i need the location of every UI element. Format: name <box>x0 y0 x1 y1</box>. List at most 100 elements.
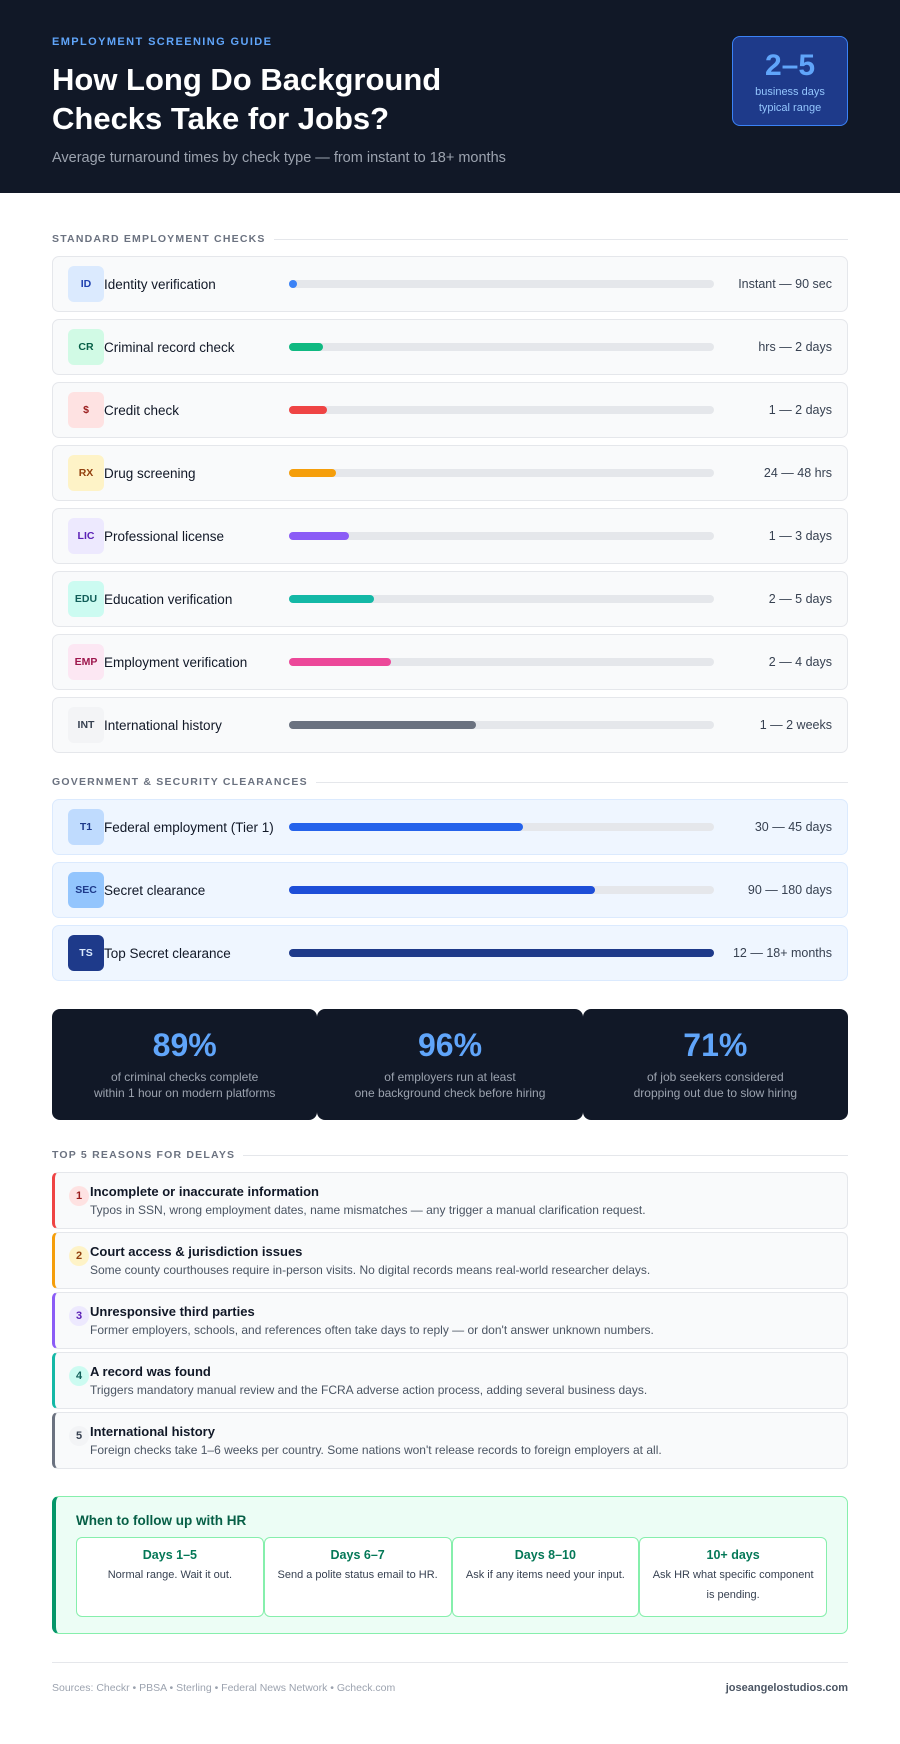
followup-text: Send a polite status email to HR. <box>277 1569 438 1581</box>
check-duration: 24 — 48 hrs <box>763 466 832 480</box>
check-duration: 30 — 45 days <box>754 820 832 834</box>
progress-fill <box>289 595 374 603</box>
section-divider <box>315 781 848 783</box>
reason-body: International history Foreign checks take… <box>90 1423 662 1468</box>
progress-track <box>289 469 714 477</box>
reason-description: Foreign checks take 1–6 weeks per countr… <box>90 1443 662 1457</box>
reason-title: Unresponsive third parties <box>90 1304 255 1319</box>
reason-item: 3 Unresponsive third parties Former employ… <box>52 1292 848 1349</box>
progress-track <box>289 280 714 288</box>
check-duration: 1 — 2 days <box>768 403 832 417</box>
stat-description: of job seekers considered dropping out du… <box>583 1069 848 1101</box>
reason-number-badge: 1 <box>69 1186 89 1206</box>
check-duration: 2 — 5 days <box>768 592 832 606</box>
check-code-icon: SEC <box>68 872 104 908</box>
check-row: T1 Federal employment (Tier 1) 30 — 45 day… <box>52 799 848 855</box>
reason-body: Unresponsive third parties Former employe… <box>90 1303 654 1348</box>
stat-card: 96% of employers run at least one backgrou… <box>317 1009 583 1120</box>
check-duration: hrs — 2 days <box>758 340 832 354</box>
section-standard-label: STANDARD EMPLOYMENT CHECKS <box>52 233 266 245</box>
progress-fill <box>289 469 336 477</box>
reason-description: Some county courthouses require in-perso… <box>90 1263 651 1277</box>
section-reasons-title: TOP 5 REASONS FOR DELAYS <box>52 1149 848 1161</box>
check-row: INT International history 1 — 2 weeks <box>52 697 848 753</box>
check-code-icon: LIC <box>68 518 104 554</box>
section-government-title: GOVERNMENT & SECURITY CLEARANCES <box>52 776 848 788</box>
check-code-icon: EDU <box>68 581 104 617</box>
progress-fill <box>289 823 523 831</box>
progress-track <box>289 658 714 666</box>
check-name: Employment verification <box>104 654 248 670</box>
footer-brand: joseangelostudios.com <box>725 1681 848 1694</box>
reason-body: A record was found Triggers mandatory man… <box>90 1363 647 1408</box>
check-row: EMP Employment verification 2 — 4 days <box>52 634 848 690</box>
stat-line1: of criminal checks complete <box>110 1070 259 1084</box>
check-row: EDU Education verification 2 — 5 days <box>52 571 848 627</box>
check-code-icon: RX <box>68 455 104 491</box>
progress-track <box>289 406 714 414</box>
followup-days: Days 8–10 <box>514 1548 576 1562</box>
badge-label-line2: typical range <box>758 102 822 114</box>
check-name: Secret clearance <box>104 882 206 898</box>
check-code-icon: T1 <box>68 809 104 845</box>
check-row: SEC Secret clearance 90 — 180 days <box>52 862 848 918</box>
check-name: Identity verification <box>104 276 216 292</box>
stat-value: 89% <box>152 1027 217 1063</box>
check-name: Top Secret clearance <box>104 945 231 961</box>
followup-days: Days 6–7 <box>330 1548 385 1562</box>
check-name: Criminal record check <box>104 339 235 355</box>
section-divider <box>273 238 848 240</box>
footer-sources: Sources: Checkr • PBSA • Sterling • Fede… <box>52 1681 396 1694</box>
check-row: ID Identity verification Instant — 90 sec <box>52 256 848 312</box>
reason-item: 5 International history Foreign checks tak… <box>52 1412 848 1469</box>
check-name: Credit check <box>104 402 180 418</box>
stat-description: of employers run at least one background … <box>317 1069 582 1101</box>
reason-body: Incomplete or inaccurate information Typo… <box>90 1183 646 1228</box>
progress-track <box>289 343 714 351</box>
progress-fill <box>289 886 595 894</box>
reason-item: 2 Court access & jurisdiction issues Some … <box>52 1232 848 1289</box>
progress-track <box>289 595 714 603</box>
reason-number-badge: 5 <box>69 1426 89 1446</box>
reason-title: Incomplete or inaccurate information <box>90 1184 319 1199</box>
reason-number-badge: 2 <box>69 1246 89 1266</box>
reason-description: Typos in SSN, wrong employment dates, na… <box>90 1203 646 1217</box>
reason-number-badge: 4 <box>69 1366 89 1386</box>
check-duration: 12 — 18+ months <box>732 946 832 960</box>
page-subtitle: Average turnaround times by check type —… <box>52 150 506 166</box>
progress-fill <box>289 532 349 540</box>
reason-title: Court access & jurisdiction issues <box>90 1244 303 1259</box>
section-government-label: GOVERNMENT & SECURITY CLEARANCES <box>52 776 308 788</box>
header-eyebrow: EMPLOYMENT SCREENING GUIDE <box>52 36 273 48</box>
check-name: Education verification <box>104 591 233 607</box>
check-name: Drug screening <box>104 465 196 481</box>
progress-track <box>289 823 714 831</box>
followup-days: Days 1–5 <box>142 1548 197 1562</box>
stat-line2: one background check before hiring <box>354 1086 546 1100</box>
followup-text: Ask if any items need your input. <box>465 1569 625 1581</box>
government-checks-list: T1 Federal employment (Tier 1) 30 — 45 day… <box>52 799 848 981</box>
check-name: Professional license <box>104 528 225 544</box>
progress-fill <box>289 721 476 729</box>
stat-value: 96% <box>417 1027 483 1063</box>
progress-track <box>289 532 714 540</box>
check-code-icon: TS <box>68 935 104 971</box>
check-duration: 2 — 4 days <box>768 655 832 669</box>
stat-card: 89% of criminal checks complete within 1 h… <box>52 1009 318 1120</box>
progress-fill <box>289 280 297 288</box>
section-divider <box>243 1154 848 1156</box>
section-reasons-label: TOP 5 REASONS FOR DELAYS <box>52 1149 236 1161</box>
reason-description: Former employers, schools, and reference… <box>90 1323 654 1337</box>
progress-track <box>289 949 714 957</box>
progress-fill <box>289 343 323 351</box>
reason-number-badge: 3 <box>69 1306 89 1326</box>
check-code-icon: CR <box>68 329 104 365</box>
badge-label-line1: business days <box>755 86 825 98</box>
followup-card: Days 6–7 Send a polite status email to HR… <box>263 1537 452 1617</box>
check-row: CR Criminal record check hrs — 2 days <box>52 319 848 375</box>
standard-checks-list: ID Identity verification Instant — 90 sec C… <box>52 256 848 753</box>
followup-title: When to follow up with HR <box>76 1513 247 1528</box>
progress-fill <box>289 406 328 414</box>
section-standard-title: STANDARD EMPLOYMENT CHECKS <box>52 233 848 245</box>
